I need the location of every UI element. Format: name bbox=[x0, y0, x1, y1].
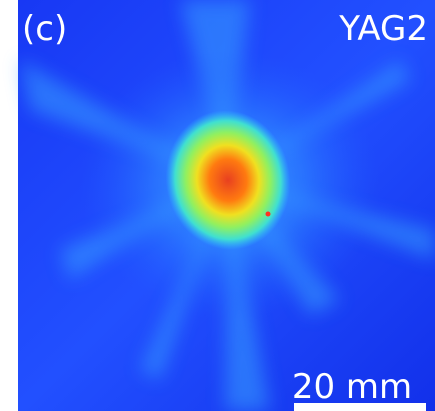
screen-label: YAG2 bbox=[338, 9, 428, 49]
scale-bar-label: 20 mm bbox=[292, 367, 412, 407]
panel-label: (c) bbox=[22, 9, 67, 49]
beam-image: (c) YAG2 20 mm bbox=[0, 0, 435, 411]
page: (c) YAG2 20 mm (() => { const data = JSO… bbox=[0, 0, 435, 411]
hot-pixel bbox=[266, 212, 271, 217]
scale-bar bbox=[294, 403, 426, 411]
